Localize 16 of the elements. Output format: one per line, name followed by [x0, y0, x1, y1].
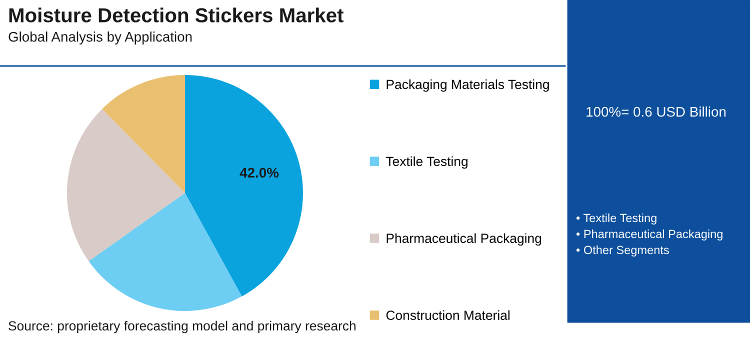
- data-label: 42.0%: [240, 168, 279, 178]
- pie-slice: [88, 193, 242, 311]
- pie-slice: [185, 75, 303, 296]
- text: • Textile Testing: [576, 213, 656, 225]
- legend-label: Textile Testing: [386, 156, 468, 169]
- text: • Other Segments: [576, 245, 669, 257]
- chart-title: Moisture Detection Stickers Market: [9, 8, 344, 22]
- legend-label: Construction Material: [386, 310, 510, 320]
- legend-label: Packaging Materials Testing: [386, 79, 549, 92]
- pie-slice: [67, 109, 185, 262]
- chart-subtitle: Global Analysis by Application: [8, 32, 192, 44]
- text: • Pharmaceutical Packaging: [576, 229, 722, 240]
- legend-label: Pharmaceutical Packaging: [386, 233, 542, 246]
- text: 100%= 0.6 USD Billion: [586, 106, 726, 117]
- pie-slice: [102, 75, 185, 193]
- source-note: Source: proprietary forecasting model and primary research: [8, 320, 356, 334]
